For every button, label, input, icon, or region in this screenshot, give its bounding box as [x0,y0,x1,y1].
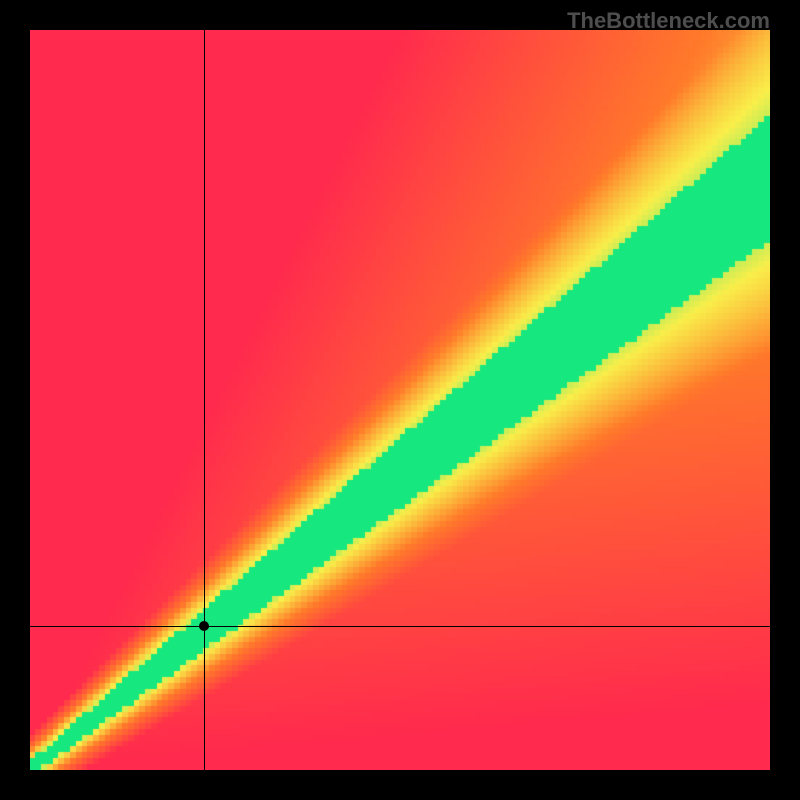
crosshair-horizontal [30,626,770,627]
crosshair-vertical [204,30,205,770]
chart-container: TheBottleneck.com [0,0,800,800]
heatmap-canvas [30,30,770,770]
watermark: TheBottleneck.com [567,8,770,34]
marker-dot [199,621,209,631]
plot-area [30,30,770,770]
